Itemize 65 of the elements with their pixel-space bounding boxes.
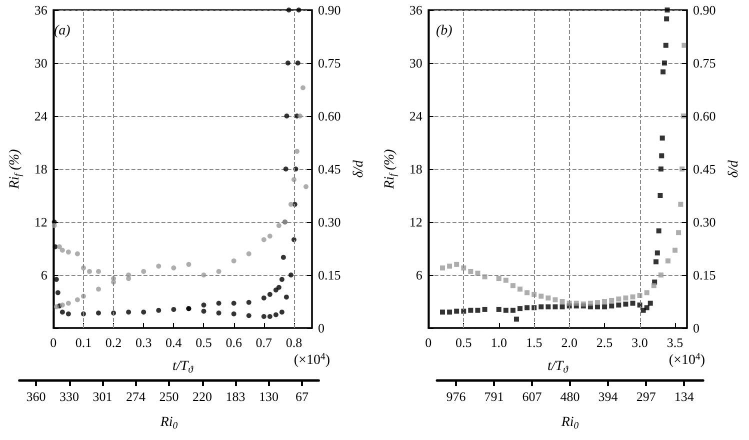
y2-tick-label: 0.75	[693, 56, 716, 70]
x-tick-label: 0	[425, 335, 432, 350]
x-tick-label: 0	[50, 335, 57, 350]
text: 330	[60, 389, 80, 404]
y2-tick-label: 0.60	[693, 108, 716, 124]
text: 220	[192, 389, 212, 404]
text: 976	[446, 389, 466, 404]
text: 134	[674, 389, 694, 404]
y2-tick-label: 0.60	[318, 108, 341, 124]
x-tick-label: 3.5	[666, 335, 684, 350]
text: 301	[92, 389, 112, 404]
y2-tick-label: 0.30	[693, 214, 716, 230]
y2-axis-title: δ/d	[352, 159, 366, 178]
y2-tick-label: 0.90	[693, 2, 716, 18]
text: 791	[484, 389, 504, 404]
annotation: (a)	[54, 24, 71, 38]
x-tick-label: 0.7	[256, 335, 273, 350]
y-tick-label: 24	[34, 108, 48, 124]
y-tick-label: 30	[409, 56, 422, 70]
text: 360	[26, 389, 46, 404]
y2-tick-label: 0.45	[693, 162, 716, 176]
y2-tick-label: 0.45	[318, 162, 341, 176]
text: 297	[636, 389, 656, 404]
y2-tick-label: 0	[318, 320, 324, 336]
y2-tick-label: 0.15	[318, 268, 341, 282]
text: 480	[560, 389, 580, 404]
y-tick-label: 18	[34, 162, 48, 176]
y2-axis-title: δ/d	[726, 159, 742, 178]
y2-tick-label: 0.90	[318, 2, 341, 18]
text: 250	[159, 389, 179, 404]
y2-tick-label: 0	[693, 320, 700, 336]
y-tick-label: 6	[416, 268, 423, 282]
text: 394	[598, 389, 618, 404]
x-tick-label: 2.5	[596, 335, 613, 350]
text: 67	[296, 389, 310, 404]
y-tick-label: 30	[34, 56, 48, 70]
text: 130	[259, 389, 279, 404]
text: 274	[126, 389, 146, 404]
x-tick-label: 1.0	[490, 335, 507, 350]
x-tick-label: 0.5	[196, 335, 212, 350]
y-tick-label: 36	[34, 2, 48, 18]
x-tick-label: 0.6	[226, 335, 242, 350]
text: 607	[522, 389, 542, 404]
y-tick-label: 18	[409, 162, 422, 176]
y-tick-label: 12	[409, 214, 422, 230]
y-axis-title: Rif (%)	[8, 148, 24, 190]
y-tick-label: 24	[409, 108, 423, 124]
x-tick-label: 0.3	[135, 335, 152, 350]
x-tick-label: 1.5	[526, 335, 542, 350]
x-tick-label: 0.5	[456, 335, 472, 350]
text: 183	[226, 389, 246, 404]
y-tick-label: 6	[40, 268, 48, 282]
x-tick-label: 0.8	[286, 335, 302, 350]
y-axis-title: Rif (%)	[382, 148, 399, 190]
x-tick-label: 0.2	[105, 335, 122, 350]
annotation: (b)	[436, 24, 453, 38]
y-tick-label: 36	[409, 2, 423, 18]
x-tick-label: 0.4	[166, 335, 182, 350]
x-tick-label: 0.1	[75, 335, 92, 350]
y2-tick-label: 0.30	[318, 214, 341, 230]
y2-tick-label: 0.15	[693, 268, 716, 282]
y-tick-label: 12	[34, 214, 48, 230]
x-tick-label: 2.0	[561, 335, 578, 350]
y2-tick-label: 0.75	[318, 56, 341, 70]
x-tick-label: 3.0	[632, 335, 648, 350]
